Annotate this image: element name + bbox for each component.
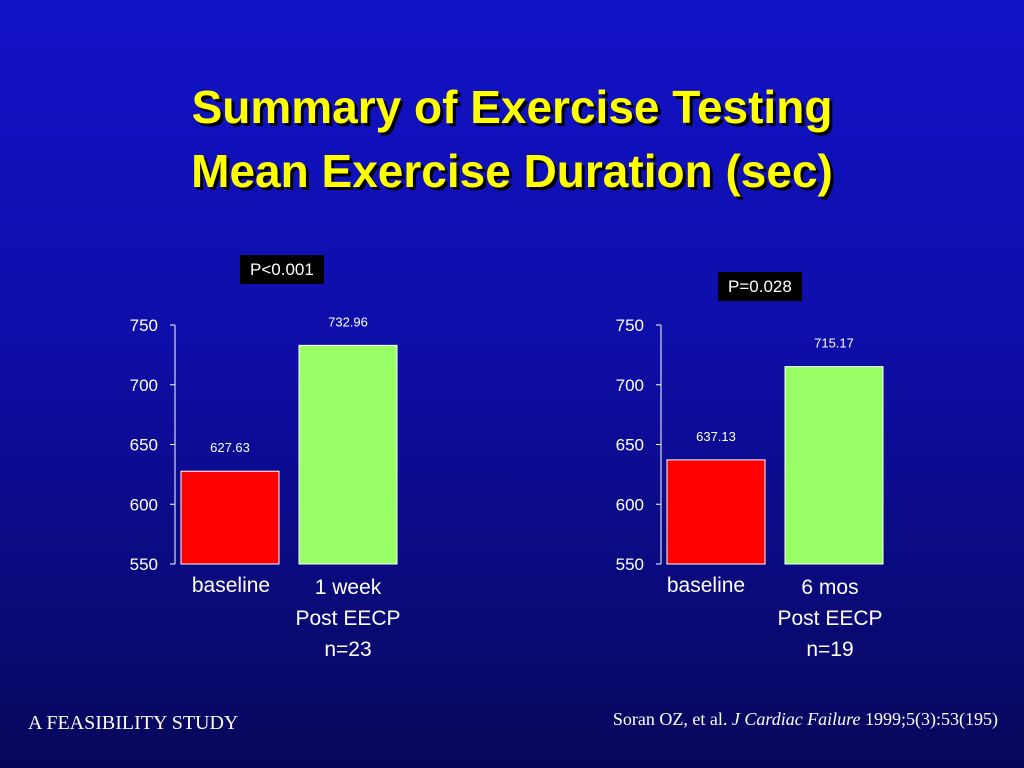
bar [298,344,398,565]
x-category-label: 1 week [315,576,382,599]
x-category-label: baseline [192,574,270,597]
x-category-label: Post EECP [777,607,882,630]
citation-authors: Soran OZ, et al. [612,709,728,729]
bar-value-label: 637.13 [696,429,736,444]
y-tick-label: 650 [616,436,644,455]
y-tick-label: 750 [616,316,644,335]
citation: Soran OZ, et al. J Cardiac Failure 1999;… [613,709,998,730]
p-value-box-2: P=0.028 [718,272,802,301]
y-tick-label: 600 [616,495,644,514]
p-value-box-1: P<0.001 [240,255,324,284]
bar [784,366,884,565]
bar-value-label: 627.63 [210,440,250,455]
bar-value-label: 715.17 [814,336,854,351]
bar [666,459,766,565]
y-tick-label: 550 [130,555,158,574]
citation-ref: 1999;5(3):53(195) [865,709,998,729]
y-tick-label: 600 [130,495,158,514]
x-category-label: baseline [667,574,745,597]
footer-study-label: A FEASIBILITY STUDY [28,712,239,734]
bar-value-label: 732.96 [328,314,368,329]
y-tick-label: 750 [130,316,158,335]
bar [180,470,280,565]
x-category-label: n=23 [324,638,371,661]
y-tick-label: 650 [130,436,158,455]
x-category-label: n=19 [806,638,853,661]
citation-journal: J Cardiac Failure [731,709,861,729]
slide-title-line1: Summary of Exercise Testing [191,81,833,133]
slide-title-line2: Mean Exercise Duration (sec) [191,145,833,197]
y-tick-label: 700 [130,376,158,395]
y-tick-label: 700 [616,376,644,395]
x-category-label: Post EECP [295,607,400,630]
y-tick-label: 550 [616,555,644,574]
x-category-label: 6 mos [801,576,858,599]
